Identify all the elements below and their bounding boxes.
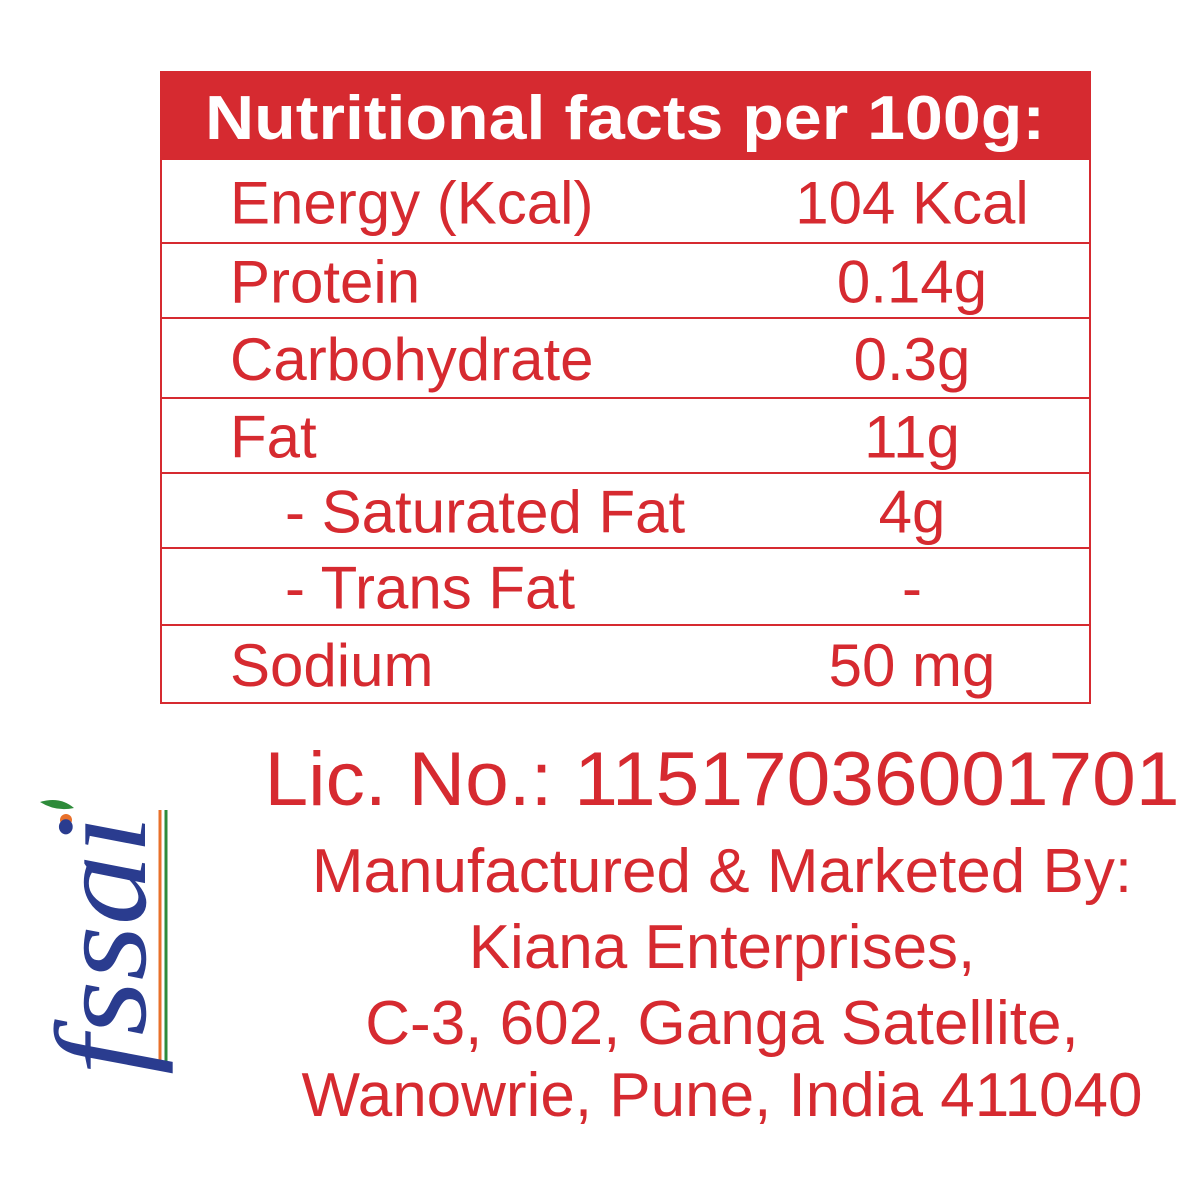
nutrient-value: 11g xyxy=(864,404,960,471)
logo-dot xyxy=(60,814,72,826)
nutrient-value: 50 mg xyxy=(829,632,996,699)
license-number: Lic. No.: 11517036001701 xyxy=(265,737,1180,822)
manufacturer-line: Manufactured & Marketed By: xyxy=(312,837,1132,906)
nutrient-value: - xyxy=(902,555,922,622)
nutrient-value: 0.14g xyxy=(837,249,987,316)
table-body: Energy (Kcal) 104 Kcal Protein 0.14g Carbohy… xyxy=(161,170,1090,699)
nutrient-name: - Trans Fat xyxy=(285,555,575,622)
nutrient-value: 0.3g xyxy=(854,326,971,393)
nutrient-name: Sodium xyxy=(230,632,433,699)
nutrient-value: 104 Kcal xyxy=(795,170,1029,237)
manufacturer: Manufactured & Marketed By: Kiana Enterpr… xyxy=(302,837,1143,1130)
nutrient-name: Carbohydrate xyxy=(230,326,594,393)
fssai-logo: fssai xyxy=(30,800,174,1075)
nutrient-name: Energy (Kcal) xyxy=(230,170,593,237)
nutrient-name: Protein xyxy=(230,249,420,316)
manufacturer-line: Wanowrie, Pune, India 411040 xyxy=(302,1061,1143,1130)
nutrient-value: 4g xyxy=(879,479,946,546)
logo-text: fssai xyxy=(30,815,174,1075)
manufacturer-line: Kiana Enterprises, xyxy=(469,913,976,982)
table-title: Nutritional facts per 100g: xyxy=(205,84,1045,153)
nutrient-name: - Saturated Fat xyxy=(285,479,686,546)
table-header xyxy=(161,72,1090,160)
logo-leaf xyxy=(40,800,74,810)
manufacturer-line: C-3, 602, Ganga Satellite, xyxy=(365,989,1078,1058)
nutrient-name: Fat xyxy=(230,404,317,471)
